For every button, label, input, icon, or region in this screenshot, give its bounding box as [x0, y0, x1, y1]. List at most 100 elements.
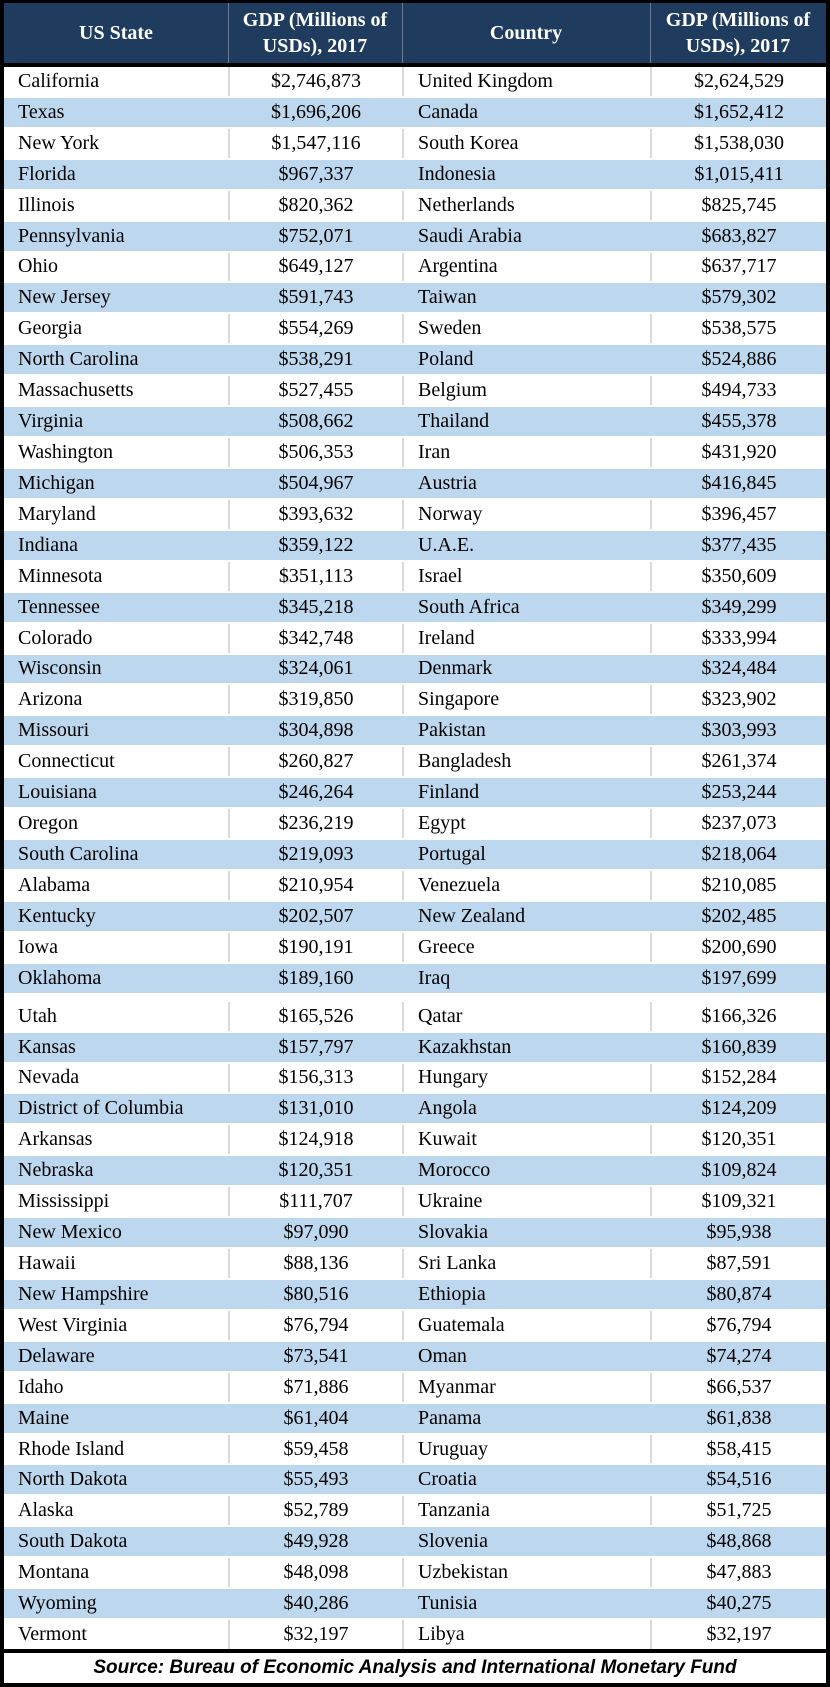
cell-country-gdp: $197,699	[701, 966, 777, 989]
cell-country: Sweden	[402, 314, 650, 344]
cell-state-gdp: $2,746,873	[228, 67, 402, 96]
cell-state: Hawaii	[18, 1251, 76, 1274]
cell-country: Angola	[418, 1097, 477, 1120]
cell-country: Kuwait	[402, 1125, 650, 1155]
cell-country-gdp: $120,351	[650, 1125, 826, 1155]
header-cell-country-gdp: GDP (Millions of USDs), 2017	[650, 3, 826, 63]
cell-country: Sri Lanka	[402, 1249, 650, 1278]
table-row: District of Columbia $131,010 Angola $12…	[4, 1092, 826, 1124]
cell-country-gdp: $109,321	[650, 1187, 826, 1217]
cell-country-gdp: $166,326	[650, 1001, 826, 1031]
cell-state: Colorado	[18, 626, 93, 649]
cell-state: West Virginia	[18, 1313, 128, 1336]
cell-country: Hungary	[402, 1063, 650, 1093]
cell-state: Utah	[18, 1004, 57, 1027]
cell-country-gdp: $95,938	[706, 1221, 772, 1244]
cell-state-gdp: $165,526	[228, 1001, 402, 1031]
cell-state-gdp: $210,954	[228, 870, 402, 900]
table-footer: Source: Bureau of Economic Analysis and …	[4, 1649, 826, 1683]
cell-state: Illinois	[18, 193, 75, 216]
cell-state: Delaware	[18, 1344, 95, 1367]
cell-country-gdp: $1,538,030	[650, 128, 826, 158]
cell-state-gdp: $157,797	[278, 1035, 354, 1058]
cell-country: Myanmar	[402, 1372, 650, 1402]
cell-country-gdp: $160,839	[701, 1035, 777, 1058]
cell-state: Missouri	[18, 719, 90, 742]
cell-state-gdp: $342,748	[228, 623, 402, 653]
cell-country-gdp: $202,485	[701, 904, 777, 927]
table-row: Nebraska $120,351 Morocco $109,824	[4, 1154, 826, 1186]
cell-country-gdp: $637,717	[650, 252, 826, 282]
cell-country: Singapore	[402, 685, 650, 715]
cell-state-gdp: $967,337	[278, 162, 354, 185]
cell-state: Washington	[18, 441, 114, 464]
cell-country-gdp: $40,275	[706, 1592, 772, 1615]
cell-state-gdp: $40,286	[283, 1592, 349, 1615]
cell-state: Pennsylvania	[18, 224, 125, 247]
table-row: Mississippi $111,707 Ukraine $109,321	[4, 1185, 826, 1217]
table-row: Wyoming $40,286 Tunisia $40,275	[4, 1587, 826, 1619]
cell-state: South Carolina	[18, 843, 139, 865]
cell-country-gdp: $1,015,411	[694, 162, 784, 185]
cell-state: Nebraska	[18, 1159, 94, 1182]
cell-country: Norway	[402, 499, 650, 529]
cell-state-gdp: $319,850	[228, 685, 402, 715]
cell-state-gdp: $55,493	[283, 1468, 349, 1491]
cell-country: Ireland	[402, 623, 650, 653]
cell-state-gdp: $345,218	[278, 595, 354, 618]
table-row: Nevada $156,313 Hungary $152,284	[4, 1061, 826, 1093]
cell-country-gdp: $58,415	[650, 1434, 826, 1464]
cell-country-gdp: $2,624,529	[650, 67, 826, 96]
cell-state: Nevada	[18, 1066, 80, 1089]
cell-country: South Korea	[402, 128, 650, 158]
table-row: Colorado $342,748 Ireland $333,994	[4, 621, 826, 653]
table-row: Minnesota $351,113 Israel $350,609	[4, 559, 826, 591]
cell-country-gdp: $825,745	[650, 190, 826, 220]
cell-state: Kansas	[18, 1035, 76, 1058]
cell-country: Venezuela	[402, 870, 650, 900]
cell-country-gdp: $494,733	[650, 376, 826, 406]
cell-country-gdp: $66,537	[650, 1372, 826, 1402]
cell-state: Rhode Island	[18, 1437, 125, 1460]
table-row: Oregon $236,219 Egypt $237,073	[4, 807, 826, 839]
cell-country: Tanzania	[402, 1496, 650, 1526]
cell-state: Alaska	[18, 1499, 74, 1522]
cell-country-gdp: $377,435	[701, 533, 777, 556]
cell-country-gdp: $109,824	[701, 1159, 777, 1182]
cell-state-gdp: $88,136	[228, 1249, 402, 1278]
cell-state-gdp: $820,362	[228, 190, 402, 220]
table-row: Massachusetts $527,455 Belgium $494,733	[4, 374, 826, 406]
table-row: Montana $48,098 Uzbekistan $47,883	[4, 1556, 826, 1588]
cell-country-gdp: $324,484	[701, 657, 777, 680]
cell-country-gdp: $210,085	[650, 870, 826, 900]
cell-state-gdp: $506,353	[228, 438, 402, 467]
cell-state-gdp: $1,696,206	[271, 100, 361, 123]
cell-country-gdp: $396,457	[650, 499, 826, 529]
cell-country: Egypt	[402, 809, 650, 839]
cell-country: Poland	[418, 348, 474, 371]
cell-country: Austria	[418, 471, 477, 494]
cell-country: Morocco	[418, 1159, 491, 1182]
cell-country: Guatemala	[402, 1310, 650, 1340]
cell-country: Canada	[418, 100, 478, 123]
table-row: Pennsylvania $752,071 Saudi Arabia $683,…	[4, 219, 826, 251]
page-break-gap	[4, 992, 826, 1000]
cell-state-gdp: $32,197	[228, 1620, 402, 1650]
cell-country-gdp: $253,244	[701, 781, 777, 804]
cell-state-gdp: $124,918	[228, 1125, 402, 1155]
cell-country-gdp: $349,299	[701, 595, 777, 618]
cell-state-gdp: $554,269	[228, 314, 402, 344]
table-row: New Jersey $591,743 Taiwan $579,302	[4, 281, 826, 313]
cell-country: Panama	[418, 1406, 482, 1429]
table-row: Utah $165,526 Qatar $166,326	[4, 999, 826, 1031]
cell-country-gdp: $200,690	[650, 932, 826, 962]
table-row: Alabama $210,954 Venezuela $210,085	[4, 868, 826, 900]
cell-state-gdp: $393,632	[228, 499, 402, 529]
cell-country: Pakistan	[418, 719, 486, 742]
cell-state-gdp: $504,967	[278, 471, 354, 494]
cell-state-gdp: $73,541	[283, 1344, 349, 1367]
table-row: Oklahoma $189,160 Iraq $197,699	[4, 961, 826, 993]
cell-country-gdp: $350,609	[650, 561, 826, 591]
cell-state: Maine	[18, 1406, 70, 1429]
table-row: Ohio $649,127 Argentina $637,717	[4, 250, 826, 282]
